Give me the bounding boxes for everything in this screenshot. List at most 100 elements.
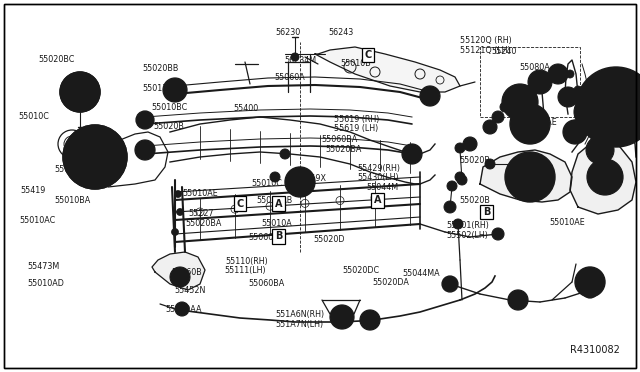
Circle shape [614, 119, 618, 125]
Circle shape [163, 78, 187, 102]
Circle shape [172, 228, 179, 235]
Circle shape [447, 181, 457, 191]
Text: 55121Q (LH): 55121Q (LH) [460, 46, 510, 55]
Circle shape [525, 119, 535, 129]
Text: 55110(RH): 55110(RH) [225, 257, 268, 266]
Circle shape [521, 168, 539, 186]
Circle shape [336, 311, 348, 323]
Text: 56243: 56243 [328, 28, 353, 37]
Circle shape [522, 186, 525, 190]
Text: 55044MA: 55044MA [402, 269, 440, 278]
Circle shape [75, 87, 85, 97]
Circle shape [515, 175, 519, 179]
Circle shape [505, 152, 555, 202]
Circle shape [420, 86, 440, 106]
Circle shape [575, 267, 605, 297]
Text: C: C [236, 199, 244, 209]
Text: 55020D: 55020D [314, 235, 345, 244]
Circle shape [492, 228, 504, 240]
Text: 56234M: 56234M [285, 56, 317, 65]
Circle shape [534, 164, 538, 168]
Circle shape [78, 82, 82, 86]
Circle shape [566, 70, 574, 78]
Circle shape [528, 70, 552, 94]
Text: 55020BA: 55020BA [325, 145, 362, 154]
Text: 55020B: 55020B [154, 122, 184, 131]
Circle shape [175, 302, 189, 316]
Circle shape [73, 135, 117, 179]
Text: 55060A: 55060A [248, 233, 279, 242]
Text: 55473M: 55473M [27, 262, 59, 271]
Circle shape [360, 310, 380, 330]
Circle shape [606, 97, 626, 117]
Text: 55502(LH): 55502(LH) [447, 231, 488, 240]
Circle shape [63, 125, 127, 189]
Circle shape [109, 154, 113, 160]
Circle shape [603, 94, 608, 99]
Circle shape [598, 105, 604, 109]
Circle shape [170, 267, 190, 287]
Circle shape [330, 305, 354, 329]
Circle shape [516, 98, 524, 106]
Text: 55227: 55227 [189, 209, 214, 218]
Circle shape [534, 186, 538, 190]
Text: 55020DC: 55020DC [342, 266, 380, 275]
Circle shape [136, 111, 154, 129]
Circle shape [83, 145, 107, 169]
Circle shape [527, 173, 534, 180]
Circle shape [510, 104, 550, 144]
Circle shape [582, 282, 598, 298]
Circle shape [285, 167, 315, 197]
Circle shape [175, 272, 185, 282]
Text: 55010AD: 55010AD [27, 279, 64, 288]
Text: 55011BB: 55011BB [142, 84, 179, 93]
Text: 56230: 56230 [275, 28, 300, 37]
Circle shape [463, 137, 477, 151]
Polygon shape [570, 140, 636, 214]
Text: 55010B: 55010B [340, 60, 371, 68]
Circle shape [513, 160, 547, 194]
Circle shape [270, 172, 280, 182]
Circle shape [571, 120, 579, 128]
Text: 55010BA: 55010BA [54, 196, 91, 205]
Circle shape [492, 111, 504, 123]
Circle shape [444, 201, 456, 213]
Text: A: A [374, 195, 381, 205]
Text: 55010C: 55010C [18, 112, 49, 121]
Circle shape [68, 80, 92, 104]
Circle shape [518, 112, 542, 136]
Text: 55619 (LH): 55619 (LH) [334, 124, 378, 133]
Circle shape [280, 149, 290, 159]
Circle shape [593, 143, 607, 157]
Text: B: B [275, 231, 282, 241]
Text: 55020B: 55020B [460, 156, 490, 165]
Circle shape [600, 90, 624, 114]
Text: 55010BC: 55010BC [152, 103, 188, 112]
Text: 55419: 55419 [20, 186, 46, 195]
Bar [480, 47, 580, 117]
Text: 55010C: 55010C [252, 179, 282, 187]
Circle shape [442, 276, 458, 292]
Circle shape [175, 190, 182, 198]
Text: 55080A: 55080A [520, 63, 550, 72]
Text: 55240: 55240 [492, 47, 517, 56]
Circle shape [500, 102, 510, 112]
Text: 55120Q (RH): 55120Q (RH) [460, 36, 511, 45]
Text: 55010AC: 55010AC [19, 216, 56, 225]
Text: 55020DA: 55020DA [372, 278, 410, 287]
Circle shape [502, 84, 538, 120]
Circle shape [548, 64, 568, 84]
Circle shape [624, 94, 629, 99]
Circle shape [60, 72, 100, 112]
Circle shape [563, 120, 587, 144]
Text: 55060A: 55060A [274, 73, 305, 82]
Circle shape [508, 290, 528, 310]
Circle shape [292, 174, 308, 190]
Text: 55044M: 55044M [366, 183, 398, 192]
Circle shape [582, 104, 598, 120]
Circle shape [603, 115, 608, 120]
Text: 551A7N(LH): 551A7N(LH) [275, 320, 323, 329]
Circle shape [483, 120, 497, 134]
Circle shape [574, 86, 582, 94]
Text: 55060B: 55060B [172, 268, 202, 277]
